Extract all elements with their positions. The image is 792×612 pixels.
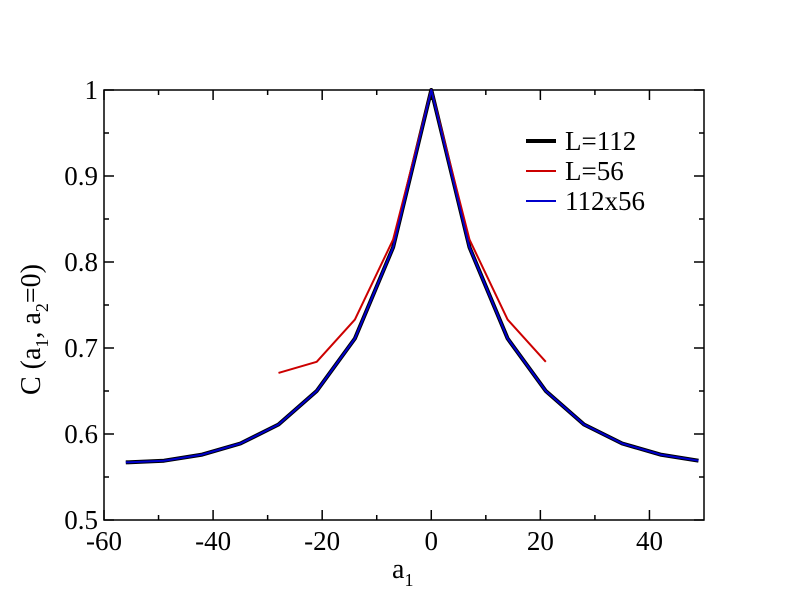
y-axis-label-part-4: =0) <box>16 264 47 303</box>
y-tick-label: 0.9 <box>64 161 98 191</box>
y-axis-label-sub-2: 2 <box>32 303 52 312</box>
x-tick-label: -20 <box>304 526 340 556</box>
x-tick-label: 0 <box>425 526 439 556</box>
legend-label-3: 112x56 <box>565 186 645 216</box>
x-tick-label: -40 <box>195 526 231 556</box>
y-axis-label-sub-1: 1 <box>32 339 52 348</box>
y-axis-label-part-2: , a <box>16 312 47 339</box>
y-tick-label: 0.6 <box>64 419 98 449</box>
y-tick-label: 0.7 <box>64 333 98 363</box>
x-tick-label: -60 <box>86 526 122 556</box>
legend-label-1: L=112 <box>565 126 636 156</box>
y-tick-label: 0.8 <box>64 247 98 277</box>
x-axis-label-sub: 1 <box>404 570 413 590</box>
axis-ticks: -60 -40 -20 0 20 40 0.5 0.6 0.7 0.8 0.9 1 <box>64 75 704 556</box>
y-axis-label-part-0: C (a <box>16 347 47 395</box>
x-tick-label: 40 <box>636 526 663 556</box>
x-axis-label-base: a <box>392 554 405 585</box>
y-axis-label: C (a1, a2=0) <box>16 264 52 395</box>
y-tick-label: 1 <box>85 75 99 105</box>
x-tick-label: 20 <box>527 526 554 556</box>
y-tick-label: 0.5 <box>64 505 98 535</box>
series-line-3 <box>125 89 699 464</box>
x-axis-label: a1 <box>392 554 413 590</box>
series-lines <box>125 88 699 465</box>
legend-label-2: L=56 <box>565 156 624 186</box>
